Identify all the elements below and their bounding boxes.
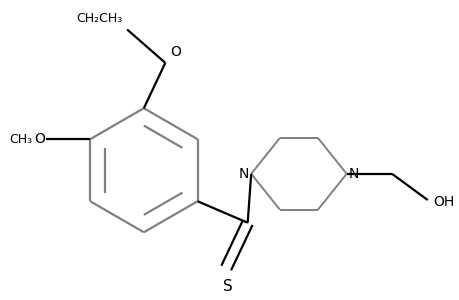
Text: N: N bbox=[348, 167, 358, 181]
Text: O: O bbox=[34, 132, 45, 146]
Text: O: O bbox=[170, 45, 180, 59]
Text: CH₃: CH₃ bbox=[10, 133, 33, 146]
Text: OH: OH bbox=[433, 195, 454, 209]
Text: N: N bbox=[238, 167, 248, 181]
Text: S: S bbox=[222, 279, 232, 294]
Text: CH₂CH₃: CH₂CH₃ bbox=[76, 12, 122, 25]
